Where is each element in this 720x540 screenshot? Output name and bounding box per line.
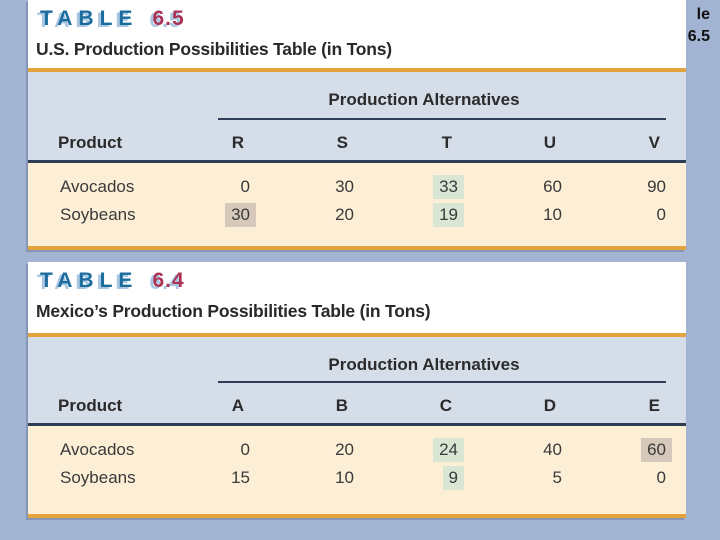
mx-r1c3: 24 bbox=[374, 438, 478, 462]
mx-column-a: A bbox=[231, 396, 244, 415]
us-r2c4: 10 bbox=[543, 205, 562, 224]
us-r1c5: 90 bbox=[647, 177, 666, 196]
us-title-area: TABLE 6.5 U.S. Production Possibilities T… bbox=[28, 0, 686, 68]
us-r1c1: 0 bbox=[240, 177, 250, 196]
us-row1-label: Avocados bbox=[60, 177, 135, 196]
us-r1c4: 60 bbox=[543, 177, 562, 196]
us-top-orange-rule bbox=[28, 68, 686, 72]
mx-column-header-row: Product A B C D E bbox=[28, 396, 686, 416]
us-table-label-number: 6.5 bbox=[152, 7, 185, 30]
table-row: Soybeans 15 10 9 5 0 bbox=[28, 464, 686, 492]
mx-column-e: E bbox=[648, 396, 660, 415]
clipped-slide-text-line2: 6.5 bbox=[687, 27, 710, 45]
mx-row1-label: Avocados bbox=[60, 440, 135, 459]
us-r1c3: 33 bbox=[374, 175, 478, 199]
mx-column-b: B bbox=[335, 396, 348, 415]
table-panel-mexico: TABLE 6.4 Mexico’s Production Possibiliti… bbox=[28, 262, 686, 518]
us-table-label: TABLE 6.5 bbox=[40, 7, 686, 31]
clipped-slide-text: le 6.5 bbox=[688, 4, 710, 47]
us-group-header-underline bbox=[218, 118, 666, 120]
mx-r2c2: 10 bbox=[335, 468, 354, 487]
mx-column-c: C bbox=[439, 396, 452, 415]
us-data-band: Avocados 0 30 33 60 90 Soybeans 30 20 19… bbox=[28, 163, 686, 246]
mx-r2c3: 9 bbox=[374, 466, 478, 490]
us-row2-label: Soybeans bbox=[60, 205, 136, 224]
mx-top-orange-rule bbox=[28, 333, 686, 337]
us-column-u: U bbox=[543, 133, 556, 152]
mx-bottom-orange-rule bbox=[28, 514, 686, 518]
mx-r2c4: 5 bbox=[552, 468, 562, 487]
mx-title-area: TABLE 6.4 Mexico’s Production Possibiliti… bbox=[28, 262, 686, 333]
table-row: Soybeans 30 20 19 10 0 bbox=[28, 201, 686, 229]
mx-r1c2: 20 bbox=[335, 440, 354, 459]
mx-product-header: Product bbox=[58, 396, 123, 415]
us-column-header-row: Product R S T U V bbox=[28, 133, 686, 153]
us-column-s: S bbox=[336, 133, 348, 152]
us-table-subtitle: U.S. Production Possibilities Table (in … bbox=[36, 39, 392, 59]
us-header-band: Production Alternatives Product R S T U … bbox=[28, 72, 686, 160]
table-row: Avocados 0 30 33 60 90 bbox=[28, 173, 686, 201]
mx-r1c4: 40 bbox=[543, 440, 562, 459]
mx-group-header: Production Alternatives bbox=[328, 355, 520, 374]
mx-r1c1: 0 bbox=[240, 440, 250, 459]
mx-table-label-word: TABLE bbox=[40, 269, 139, 292]
clipped-slide-text-line1: le bbox=[696, 6, 710, 23]
mx-column-d: D bbox=[543, 396, 556, 415]
us-r2c2: 20 bbox=[335, 205, 354, 224]
mx-row2-label: Soybeans bbox=[60, 468, 136, 487]
us-group-header: Production Alternatives bbox=[328, 90, 520, 109]
mx-group-header-underline bbox=[218, 381, 666, 383]
us-bottom-orange-rule bbox=[28, 246, 686, 250]
us-table-label-word: TABLE bbox=[40, 7, 139, 30]
mx-r2c5: 0 bbox=[656, 468, 666, 487]
mx-table-label: TABLE 6.4 bbox=[40, 269, 686, 293]
mx-header-band: Production Alternatives Product A B C D … bbox=[28, 337, 686, 423]
mx-r1c5: 60 bbox=[582, 438, 686, 462]
us-header-divider bbox=[28, 160, 686, 163]
us-r2c3: 19 bbox=[374, 203, 478, 227]
mx-table-subtitle: Mexico’s Production Possibilities Table … bbox=[36, 301, 431, 321]
us-r2c5: 0 bbox=[656, 205, 666, 224]
us-column-t: T bbox=[441, 133, 452, 152]
us-r1c2: 30 bbox=[335, 177, 354, 196]
us-column-r: R bbox=[231, 133, 244, 152]
table-panel-us: TABLE 6.5 U.S. Production Possibilities T… bbox=[28, 0, 686, 250]
table-row: Avocados 0 20 24 40 60 bbox=[28, 436, 686, 464]
mx-table-label-number: 6.4 bbox=[152, 269, 185, 292]
mx-data-band: Avocados 0 20 24 40 60 Soybeans 15 10 9 … bbox=[28, 426, 686, 514]
mx-r2c1: 15 bbox=[231, 468, 250, 487]
us-column-v: V bbox=[648, 133, 660, 152]
us-product-header: Product bbox=[58, 133, 123, 152]
mx-header-divider bbox=[28, 423, 686, 426]
us-r2c1: 30 bbox=[166, 203, 270, 227]
